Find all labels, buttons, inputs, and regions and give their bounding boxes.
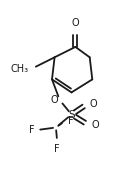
Text: S: S: [68, 110, 75, 119]
Text: O: O: [91, 120, 99, 130]
Text: CH₃: CH₃: [11, 64, 29, 74]
Text: O: O: [90, 99, 97, 109]
Text: O: O: [72, 18, 79, 28]
Text: F: F: [54, 144, 60, 154]
Text: O: O: [51, 95, 58, 105]
Text: F: F: [30, 125, 35, 135]
Text: F: F: [68, 116, 73, 126]
